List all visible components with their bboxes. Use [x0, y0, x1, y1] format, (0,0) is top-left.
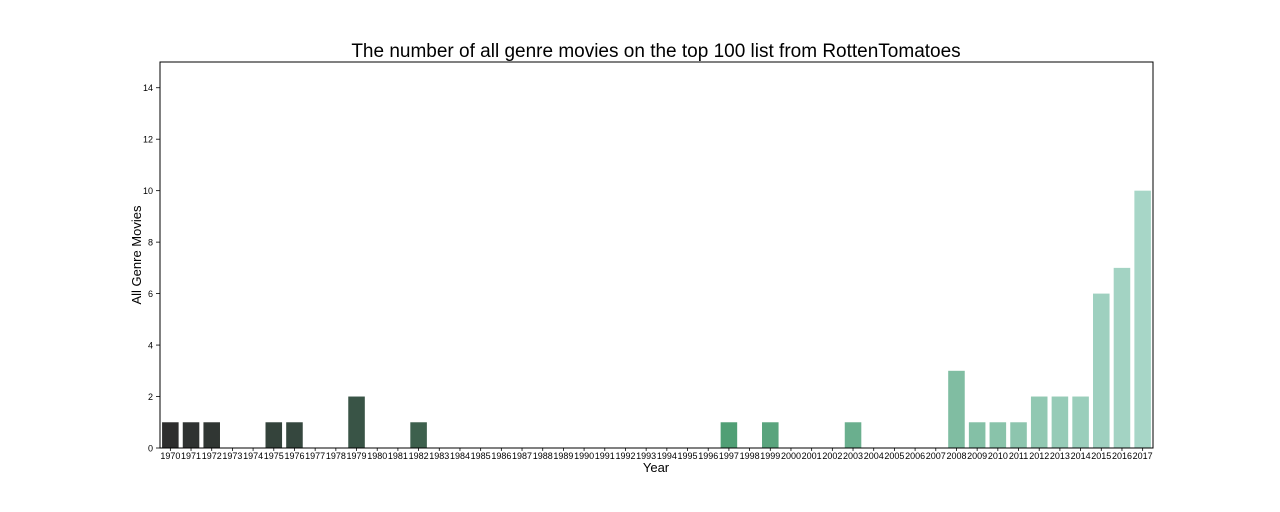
bar-1970	[162, 422, 179, 448]
bar-1976	[286, 422, 303, 448]
bar-2009	[968, 422, 986, 448]
y-tick-label: 14	[143, 83, 153, 93]
bar-1975	[265, 422, 283, 448]
x-tick-label: 1999	[760, 451, 780, 461]
x-tick-label: 1987	[512, 451, 532, 461]
x-tick-label: 1985	[471, 451, 491, 461]
x-tick-label: 2009	[967, 451, 987, 461]
bars	[162, 190, 1151, 449]
x-tick-label: 1993	[636, 451, 656, 461]
x-tick-label: 1974	[243, 451, 263, 461]
x-tick-label: 1989	[553, 451, 573, 461]
x-tick-label: 2017	[1133, 451, 1153, 461]
x-tick-label: 1973	[222, 451, 242, 461]
bar-2015	[1093, 293, 1110, 448]
chart-title: The number of all genre movies on the to…	[351, 41, 960, 62]
y-tick-label: 6	[148, 289, 153, 299]
x-axis-title: Year	[643, 460, 670, 475]
x-tick-label: 2000	[781, 451, 801, 461]
bar-2011	[1010, 422, 1027, 448]
x-tick-label: 2015	[1091, 451, 1111, 461]
x-tick-label: 2008	[946, 451, 966, 461]
x-tick-label: 1996	[698, 451, 718, 461]
x-tick-label: 2003	[843, 451, 863, 461]
plot-frame	[159, 61, 1154, 449]
x-tick-label: 1978	[326, 451, 346, 461]
bar-1982	[410, 422, 427, 448]
x-tick-label: 1970	[160, 451, 180, 461]
x-tick-label: 2001	[802, 451, 822, 461]
x-tick-label: 1977	[305, 451, 325, 461]
x-tick-label: 1992	[615, 451, 635, 461]
x-tick-label: 1972	[202, 451, 222, 461]
y-tick-label: 8	[148, 238, 153, 248]
x-tick-label: 1979	[347, 451, 367, 461]
x-tick-label: 1988	[533, 451, 553, 461]
y-tick-label: 0	[148, 444, 153, 454]
x-tick-label: 2011	[1009, 451, 1028, 461]
x-tick-label: 1981	[388, 451, 408, 461]
x-tick-label: 1976	[284, 451, 304, 461]
x-tick-label: 2016	[1112, 451, 1132, 461]
bar-1979	[348, 396, 365, 448]
y-axis-title: All Genre Movies	[129, 205, 144, 304]
y-tick-label: 12	[143, 135, 153, 145]
x-tick-label: 2012	[1029, 451, 1049, 461]
x-tick-label: 2005	[884, 451, 904, 461]
x-tick-label: 1997	[719, 451, 739, 461]
x-tick-label: 1984	[450, 451, 470, 461]
bar-1997	[720, 422, 738, 448]
x-axis-ticks: 1970 1971 1972 1973 1974 1975 1976 1977 1978 1979…	[160, 448, 1153, 461]
x-tick-label: 2013	[1050, 451, 1070, 461]
x-tick-label: 1975	[264, 451, 284, 461]
bar-2008	[948, 370, 965, 448]
bar-2003	[844, 422, 862, 448]
x-tick-label: 1971	[181, 451, 201, 461]
x-tick-label: 1990	[574, 451, 594, 461]
bar-1999	[762, 422, 779, 448]
x-tick-label: 1980	[367, 451, 387, 461]
bar-2012	[1030, 396, 1048, 448]
x-tick-label: 2004	[864, 451, 884, 461]
y-tick-label: 2	[148, 392, 153, 402]
y-tick-label: 4	[148, 341, 153, 351]
bar-2010	[989, 422, 1007, 448]
bar-1971	[182, 422, 200, 448]
x-tick-label: 1994	[657, 451, 677, 461]
x-tick-label: 1982	[409, 451, 429, 461]
bar-2016	[1113, 267, 1131, 448]
x-tick-label: 2014	[1071, 451, 1091, 461]
x-tick-label: 1983	[429, 451, 449, 461]
bar-2013	[1051, 396, 1069, 448]
x-tick-label: 2010	[988, 451, 1008, 461]
x-tick-label: 1991	[595, 451, 615, 461]
bar-2017	[1134, 190, 1151, 449]
y-axis-ticks: 0 2 4 6 8 10 12 14	[143, 83, 160, 454]
x-tick-label: 2002	[822, 451, 842, 461]
x-tick-label: 1986	[491, 451, 511, 461]
x-tick-label: 1998	[740, 451, 760, 461]
bar-1972	[203, 422, 220, 448]
x-tick-label: 1995	[678, 451, 698, 461]
x-tick-label: 2007	[926, 451, 946, 461]
x-tick-label: 2006	[905, 451, 925, 461]
bar-2014	[1072, 396, 1089, 448]
y-tick-label: 10	[143, 186, 153, 196]
